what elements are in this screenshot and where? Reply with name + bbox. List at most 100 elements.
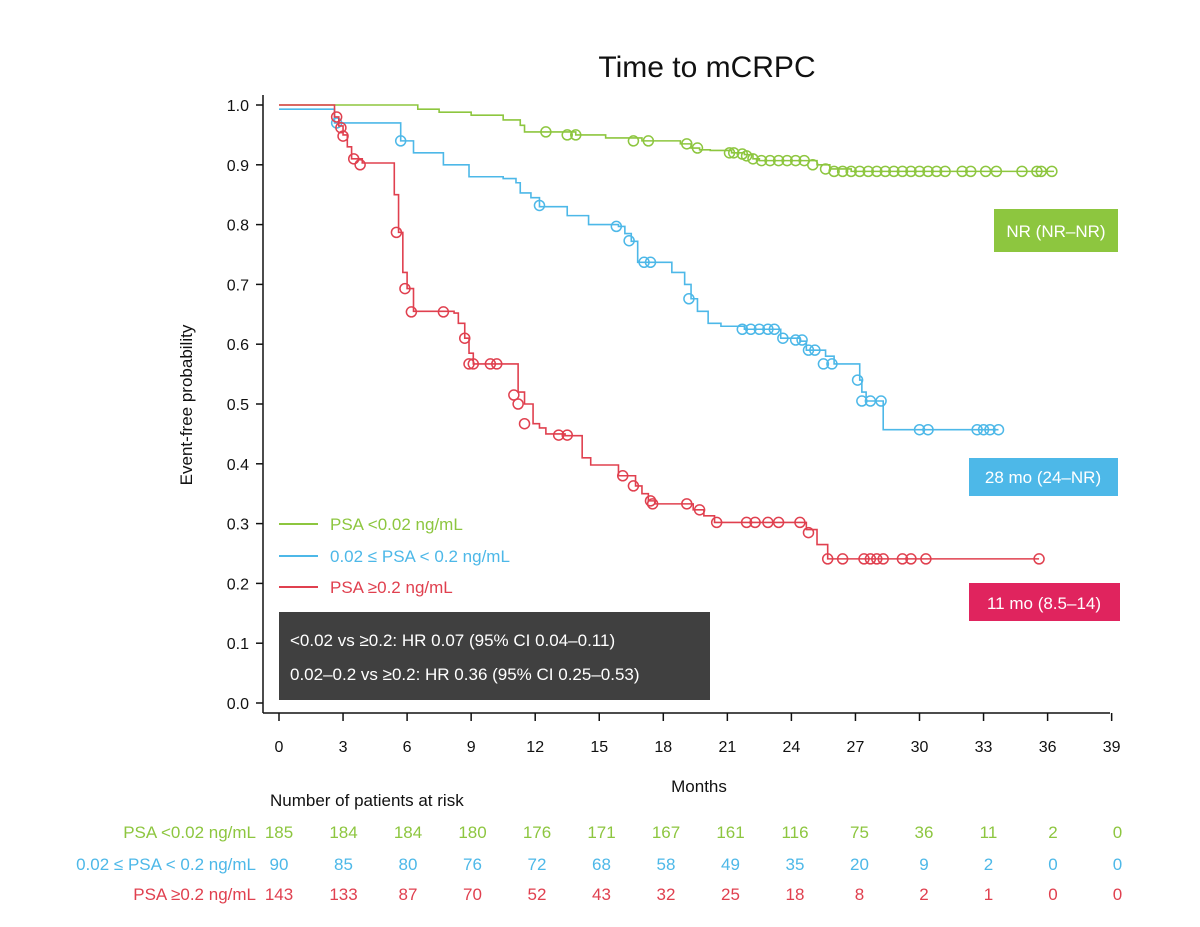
censor-mark [394,135,407,147]
legend: PSA <0.02 ng/mL 0.02 ≤ PSA < 0.2 ng/mL P… [279,515,510,597]
censor-mark [764,154,776,167]
x-tick-label: 9 [467,739,476,756]
risk-value: 43 [592,885,611,904]
censor-mark [570,129,582,141]
risk-value: 70 [463,885,482,904]
censor-mark [851,374,864,386]
y-tick-label: 0.3 [227,517,249,534]
censor-mark [710,516,723,529]
median-text: 11 mo (8.5–14) [987,594,1101,613]
censor-mark [920,553,932,565]
censor-mark [1031,165,1043,178]
risk-value: 171 [587,823,615,842]
x-tick-label: 27 [847,739,865,756]
risk-value: 9 [919,855,928,874]
risk-value: 176 [523,823,551,842]
risk-value: 49 [721,855,740,874]
y-tick-label: 0.6 [227,337,249,354]
risk-value: 11 [980,823,998,842]
risk-value: 80 [399,855,418,874]
risk-value: 143 [265,885,293,904]
censor-mark [540,126,552,138]
censor-mark [922,165,934,178]
censor-mark [740,150,753,162]
censor-mark [845,165,857,178]
censor-mark [335,121,347,134]
median-labels: NR (NR–NR) 28 mo (24–NR) 11 mo (8.5–14) [969,209,1120,621]
x-tick-label: 18 [654,739,672,756]
censor-mark [990,165,1003,178]
censor-mark [905,553,917,565]
risk-value: 20 [850,855,869,874]
median-badge [969,458,1118,496]
risk-value: 133 [329,885,357,904]
censor-mark [807,159,819,171]
y-tick-label: 0.0 [227,696,249,713]
censor-mark [809,344,821,356]
risk-value: 161 [716,823,744,842]
risk-value: 90 [270,855,289,874]
censor-mark [691,142,704,154]
y-axis-label: Event-free probability [177,324,196,485]
risk-value: 180 [458,823,486,842]
censor-mark [693,504,706,516]
censor-mark [871,165,883,178]
censor-mark [638,256,650,269]
censor-mark [772,154,785,167]
censor-mark [992,423,1005,436]
risk-row-label: 0.02 ≤ PSA < 0.2 ng/mL [76,855,256,874]
x-tick-label: 36 [1039,739,1057,756]
censor-mark [888,165,900,178]
plot-area: 0.00.10.20.30.40.50.60.70.80.91.0 0 3 6 9 12… [227,95,1121,756]
censor-mark [802,526,815,539]
hazard-ratio-line-2: 0.02–0.2 vs ≥0.2: HR 0.36 (95% CI 0.25–0… [290,665,640,684]
y-tick-label: 0.7 [227,277,249,294]
censor-mark [399,282,411,295]
x-tick-label: 6 [403,739,412,756]
risk-value: 184 [329,823,357,842]
chart-title: Time to mCRPC [598,51,815,84]
censor-mark [1046,165,1058,178]
risk-value: 1 [984,885,993,904]
censor-mark [463,358,475,370]
censor-mark [856,395,868,407]
censor-mark [762,323,774,335]
censor-mark [1016,165,1028,178]
y-tick-label: 0.4 [227,457,249,474]
risk-value: 0 [1113,855,1122,874]
censor-mark [354,159,366,171]
median-label-psa-mid: 28 mo (24–NR) [969,458,1118,496]
risk-value: 36 [915,823,934,842]
censor-mark [864,553,877,565]
censor-mark [642,135,655,147]
risk-value: 2 [984,855,993,874]
censor-mark [745,323,757,335]
y-tick-label: 0.1 [227,636,249,653]
censor-mark [683,293,695,305]
x-axis-label: Months [671,777,727,796]
censor-mark [802,344,815,356]
risk-rows: PSA <0.02 ng/mL 185 184 184 180 176 171 167 161 1… [76,823,1122,904]
legend-item-psa-high: PSA ≥0.2 ng/mL [279,578,453,597]
risk-value: 2 [1048,823,1057,842]
series-line [279,104,1055,173]
censor-mark [627,480,640,492]
censor-mark [796,334,808,346]
y-tick-label: 1.0 [227,98,249,115]
censor-mark [984,423,996,436]
risk-value: 75 [850,823,869,842]
median-text: NR (NR–NR) [1006,222,1105,241]
censor-mark [728,147,740,159]
risk-value: 18 [786,885,805,904]
censor-mark [681,138,693,150]
censor-mark [552,429,565,441]
series-2 [279,104,1045,565]
censor-mark [518,417,531,430]
risk-value: 25 [721,885,740,904]
y-tick-label: 0.9 [227,158,249,175]
censor-mark [508,389,520,401]
median-label-psa-low: NR (NR–NR) [994,209,1118,252]
median-label-psa-high: 11 mo (8.5–14) [969,583,1120,621]
median-badge [969,583,1120,621]
